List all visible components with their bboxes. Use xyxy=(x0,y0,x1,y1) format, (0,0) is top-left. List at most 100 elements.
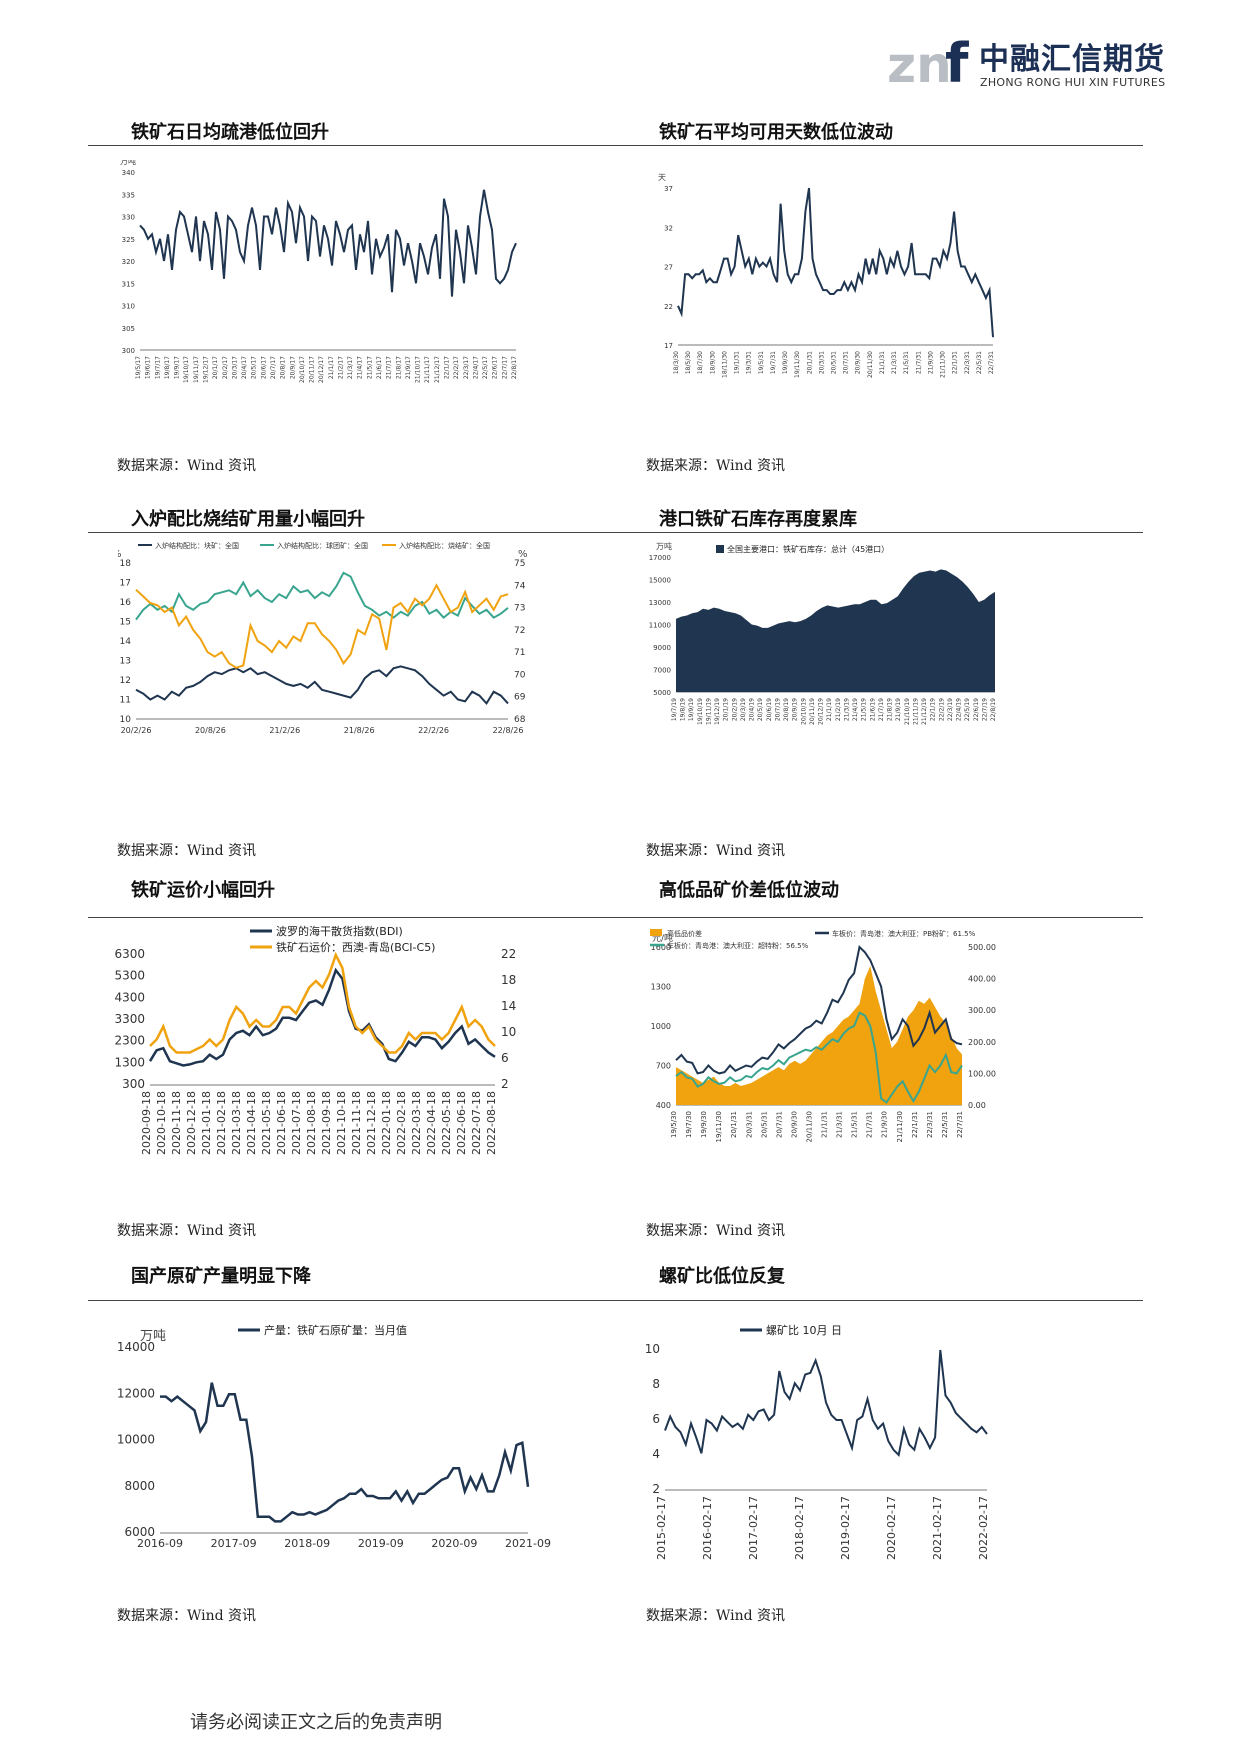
y2-tick-label: 14 xyxy=(501,999,516,1013)
x-tick-label: 2022-02-17 xyxy=(977,1496,990,1560)
x-tick-label: 2022-05-18 xyxy=(440,1091,453,1155)
x-tick-label: 2022-07-18 xyxy=(470,1091,483,1155)
y2-tick-label: 72 xyxy=(514,626,525,636)
y-axis-unit: % xyxy=(118,549,122,560)
x-tick-label: 20/2/26 xyxy=(121,726,152,735)
y-tick-label: 1300 xyxy=(651,983,671,992)
y-tick-label: 1300 xyxy=(114,1055,145,1069)
x-tick-label: 22/1/17 xyxy=(444,356,451,379)
x-tick-label: 20/3/31 xyxy=(818,351,825,374)
x-tick-label: 22/7/17 xyxy=(501,356,508,379)
section-title-6: 高低品矿价差低位波动 xyxy=(659,880,839,901)
data-source: 数据来源：Wind 资讯 xyxy=(646,1223,786,1239)
y2-tick-label: 400.00 xyxy=(968,975,996,984)
x-tick-label: 2021-02-17 xyxy=(931,1496,944,1560)
x-tick-label: 2020-10-18 xyxy=(155,1091,168,1155)
section-divider xyxy=(88,145,1143,146)
company-name-cn: 中融汇信期货 xyxy=(979,42,1165,77)
x-tick-label: 22/8/17 xyxy=(511,356,518,379)
x-tick-label: 20/5/19 xyxy=(757,698,764,721)
x-tick-label: 2021-10-18 xyxy=(335,1091,348,1155)
y-tick-label: 8000 xyxy=(124,1479,155,1493)
series-line xyxy=(160,1382,530,1523)
y-tick-label: 18 xyxy=(120,559,132,569)
x-tick-label: 20/7/31 xyxy=(775,1111,783,1138)
y-tick-label: 8 xyxy=(652,1377,660,1391)
y-tick-label: 310 xyxy=(122,303,135,311)
data-source: 数据来源：Wind 资讯 xyxy=(117,1223,257,1239)
x-tick-label: 21/7/31 xyxy=(866,1111,874,1138)
y-tick-label: 37 xyxy=(664,185,673,193)
x-tick-label: 20/3/31 xyxy=(745,1111,753,1138)
y2-tick-label: 70 xyxy=(514,670,526,680)
x-tick-label: 22/7/31 xyxy=(988,351,995,374)
x-tick-label: 20/8/19 xyxy=(783,698,790,721)
x-tick-label: 22/3/31 xyxy=(926,1111,934,1138)
y-tick-label: 6300 xyxy=(114,947,145,961)
x-tick-label: 21/4/17 xyxy=(357,356,364,379)
section-title-1: 铁矿石日均疏港低位回升 xyxy=(131,122,329,143)
x-tick-label: 20/2/17 xyxy=(222,356,229,379)
y-tick-label: 12000 xyxy=(118,1386,155,1400)
x-tick-label: 2019-02-17 xyxy=(839,1496,852,1560)
x-tick-label: 2022-03-18 xyxy=(410,1091,423,1155)
chart-2: 天 17 22 27 32 37 18/3/30 18/5/30 18/7/30 18/9/30 1… xyxy=(648,160,1118,440)
x-tick-label: 2021-09-18 xyxy=(320,1091,333,1155)
y2-tick-label: 71 xyxy=(514,648,525,658)
section-divider xyxy=(88,532,1143,533)
y-tick-label: 11000 xyxy=(649,622,671,630)
x-tick-label: 20/11/30 xyxy=(867,351,874,378)
x-tick-label: 21/5/31 xyxy=(903,351,910,374)
section-title-8: 螺矿比低位反复 xyxy=(659,1266,785,1287)
y2-tick-label: 22 xyxy=(501,947,516,961)
legend-label: 铁矿石运价：西澳-青岛(BCI-C5) xyxy=(276,940,435,954)
y-tick-label: 700 xyxy=(656,1062,671,1071)
y-tick-label: 27 xyxy=(664,264,673,272)
legend-label: 入炉结构配比：烧结矿：全国 xyxy=(399,541,490,550)
x-tick-label: 20/12/17 xyxy=(318,356,325,383)
y-tick-label: 17 xyxy=(120,579,131,589)
x-tick-label: 20/1/17 xyxy=(212,356,219,379)
x-tick-label: 21/1/31 xyxy=(821,1111,829,1138)
x-tick-label: 19/12/17 xyxy=(202,356,209,383)
y-tick-label: 10 xyxy=(645,1342,660,1356)
x-tick-label: 2017-02-17 xyxy=(747,1496,760,1560)
x-tick-label: 20/11/17 xyxy=(309,356,316,383)
y-tick-label: 10 xyxy=(120,715,132,725)
y2-tick-label: 10 xyxy=(501,1025,516,1039)
y2-axis-unit: % xyxy=(518,549,528,560)
x-tick-label: 2021-09 xyxy=(505,1537,551,1550)
x-tick-label: 18/9/30 xyxy=(709,351,716,374)
x-tick-label: 19/9/30 xyxy=(700,1111,708,1138)
x-tick-label: 18/11/30 xyxy=(721,351,728,378)
y-tick-label: 300 xyxy=(122,1077,145,1091)
data-source: 数据来源：Wind 资讯 xyxy=(646,458,786,474)
legend-label: 高低品价差 xyxy=(667,929,702,938)
x-tick-label: 22/4/17 xyxy=(472,356,479,379)
x-tick-label: 21/2/26 xyxy=(269,726,300,735)
y2-tick-label: 100.00 xyxy=(968,1069,996,1078)
x-tick-label: 20/1/31 xyxy=(806,351,813,374)
y2-tick-label: 0.00 xyxy=(968,1101,986,1110)
y-axis-unit: 万吨 xyxy=(656,541,672,551)
legend-label: 入炉结构配比：块矿：全国 xyxy=(155,541,239,550)
x-tick-label: 19/11/30 xyxy=(715,1111,723,1142)
data-source: 数据来源：Wind 资讯 xyxy=(117,843,257,859)
x-tick-label: 2021-07-18 xyxy=(290,1091,303,1155)
y-tick-label: 32 xyxy=(664,224,673,232)
company-name-en: ZHONG RONG HUI XIN FUTURES xyxy=(980,76,1166,89)
x-tick-label: 2015-02-17 xyxy=(655,1496,668,1560)
x-tick-label: 20/10/17 xyxy=(299,356,306,383)
x-tick-label: 21/9/30 xyxy=(927,351,934,374)
y-tick-label: 16 xyxy=(120,598,132,608)
x-tick-label: 22/7/19 xyxy=(981,698,988,721)
x-tick-label: 20/5/31 xyxy=(831,351,838,374)
series-area xyxy=(676,569,995,692)
y-tick-label: 17000 xyxy=(649,554,671,562)
section-title-5: 铁矿运价小幅回升 xyxy=(131,880,275,901)
y-tick-label: 1600 xyxy=(651,943,671,952)
x-tick-label: 2021-04-18 xyxy=(245,1091,258,1155)
x-tick-label: 22/8/26 xyxy=(493,726,524,735)
data-source: 数据来源：Wind 资讯 xyxy=(646,1608,786,1624)
y2-tick-label: 74 xyxy=(514,581,526,591)
